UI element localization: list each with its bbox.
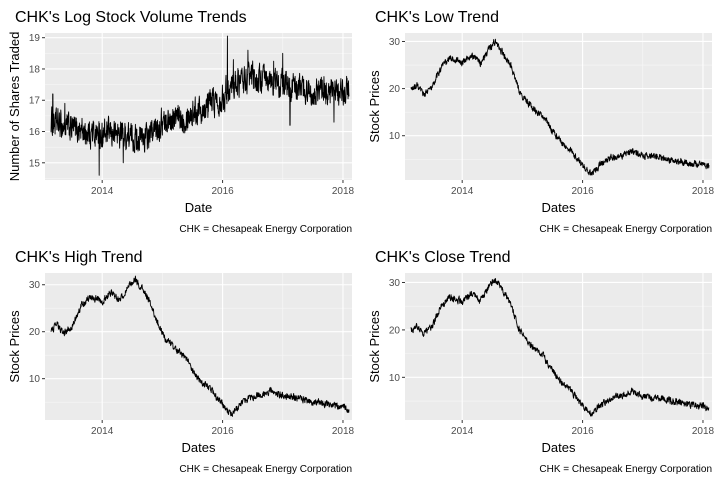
x-axis-title: Date (185, 200, 212, 215)
x-axis-title: Dates (542, 200, 576, 215)
y-tick-label: 10 (389, 131, 401, 142)
y-axis-title: Number of Shares Traded (7, 32, 22, 182)
x-tick-label: 2014 (451, 426, 474, 437)
chart-caption: CHK = Chesapeak Energy Corporation (179, 224, 352, 235)
y-tick-label: 20 (389, 84, 401, 95)
series-line-log-volume (50, 35, 350, 176)
x-tick-label: 2016 (211, 186, 234, 197)
chart-caption: CHK = Chesapeak Energy Corporation (179, 464, 352, 475)
chart-caption: CHK = Chesapeak Energy Corporation (539, 224, 712, 235)
x-tick-label: 2014 (451, 186, 474, 197)
y-axis-title: Stock Prices (367, 310, 382, 383)
y-tick-label: 10 (389, 373, 401, 384)
chart-title: CHK's Log Stock Volume Trends (15, 9, 247, 26)
x-tick-label: 2016 (211, 426, 234, 437)
y-axis-title: Stock Prices (7, 310, 22, 383)
y-tick-label: 30 (389, 278, 401, 289)
volume-panel: CHK's Log Stock Volume Trends 2014 2016 201… (7, 9, 355, 235)
series-line-high (50, 275, 350, 417)
x-axis-title: Dates (182, 440, 216, 455)
y-tick-label: 20 (389, 325, 401, 336)
y-axis-title: Stock Prices (367, 70, 382, 143)
y-tick-label: 20 (29, 327, 41, 338)
x-axis-title: Dates (542, 440, 576, 455)
chart-title: CHK's Close Trend (375, 249, 511, 266)
chart-title: CHK's High Trend (15, 249, 143, 266)
x-tick-label: 2018 (692, 186, 715, 197)
x-tick-label: 2014 (91, 426, 114, 437)
y-tick-label: 15 (29, 158, 41, 169)
y-tick-label: 18 (29, 64, 41, 75)
y-tick-label: 30 (29, 280, 41, 291)
x-tick-label: 2014 (91, 186, 114, 197)
x-tick-label: 2018 (692, 426, 715, 437)
series-line-low (410, 38, 710, 176)
low-panel: CHK's Low Trend 2014 2016 2018 10 20 30 Dates St… (367, 9, 715, 235)
chart-caption: CHK = Chesapeak Energy Corporation (539, 464, 712, 475)
y-tick-label: 17 (29, 96, 41, 107)
y-tick-label: 16 (29, 127, 41, 138)
plot-background (405, 33, 712, 180)
chart-title: CHK's Low Trend (375, 9, 499, 26)
y-tick-label: 10 (29, 374, 41, 385)
plot-background (405, 273, 712, 420)
series-line-close (410, 277, 710, 417)
x-tick-label: 2016 (571, 426, 594, 437)
x-tick-label: 2018 (332, 186, 355, 197)
y-tick-label: 30 (389, 37, 401, 48)
y-tick-label: 19 (29, 33, 41, 44)
x-tick-label: 2016 (571, 186, 594, 197)
x-tick-label: 2018 (332, 426, 355, 437)
close-panel: CHK's Close Trend 2014 2016 2018 10 20 30 Dates… (367, 249, 715, 475)
high-panel: CHK's High Trend 2014 2016 2018 10 20 30 Dates S… (7, 249, 355, 475)
